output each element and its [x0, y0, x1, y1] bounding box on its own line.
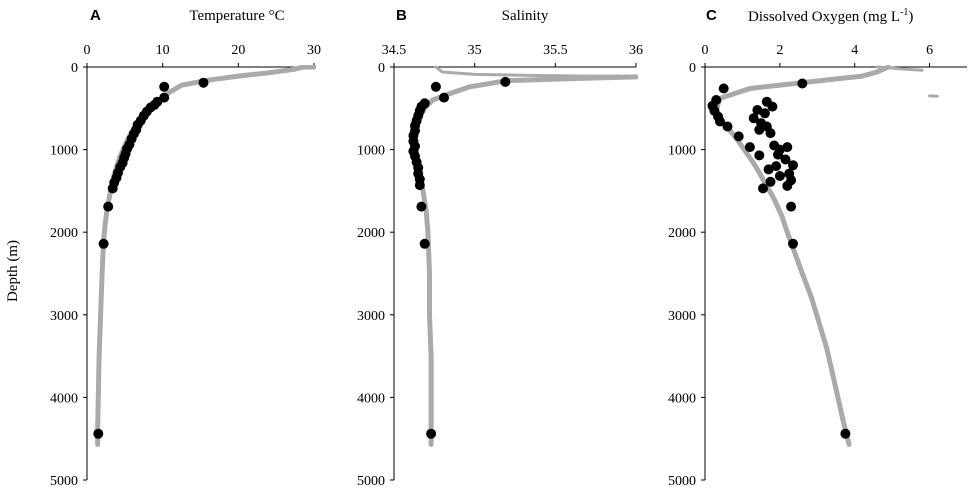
x-tick-label: 34.5	[382, 43, 407, 58]
y-tick-label: 3000	[357, 309, 385, 324]
sample-point-salinity	[439, 92, 449, 103]
sample-point-oxygen	[771, 161, 782, 172]
sample-point-oxygen	[765, 176, 776, 187]
panel-letter-b: B	[396, 7, 407, 24]
plot-area-oxygen	[707, 65, 939, 447]
plot-area-salinity	[408, 65, 638, 447]
x-tick-label: 0	[702, 43, 709, 58]
plot-area-temperature	[93, 65, 316, 447]
sample-point-oxygen	[773, 149, 783, 160]
title-suffix: )	[908, 9, 913, 25]
sample-point-salinity	[416, 201, 427, 212]
y-tick-label: 0	[689, 61, 696, 76]
sample-point-oxygen	[786, 201, 797, 212]
sample-point-temperature	[107, 183, 118, 194]
panel-b-salinity: B Salinity 34.5 35 35.5 36 0 1000 2000 3000 4000…	[357, 7, 643, 489]
y-axis-label-depth: Depth (m)	[5, 240, 21, 302]
sample-point-oxygen	[780, 154, 791, 165]
sample-point-oxygen	[774, 171, 785, 181]
y-tick-label: 3000	[50, 309, 78, 324]
y-tick-label: 5000	[668, 474, 696, 489]
x-tick-label: 6	[926, 43, 933, 58]
sample-point-temperature	[103, 201, 114, 212]
panel-a-temperature: A Temperature °C 0 10 20 30 0 1000 2000 3000 400…	[50, 7, 321, 489]
sample-point-temperature	[198, 77, 209, 88]
sample-point-oxygen	[797, 78, 808, 89]
sample-point-oxygen	[759, 108, 770, 119]
sample-point-oxygen	[782, 142, 793, 153]
sample-point-temperature	[93, 428, 104, 439]
sample-point-oxygen	[744, 142, 755, 153]
sample-point-oxygen	[718, 83, 729, 94]
ctd-surface-scatter-oxygen	[875, 65, 924, 72]
sample-point-oxygen	[752, 105, 763, 115]
y-tick-label: 2000	[357, 226, 385, 241]
sample-point-oxygen	[754, 124, 765, 135]
y-tick-label: 5000	[50, 474, 78, 489]
y-tick-label: 2000	[50, 226, 78, 241]
sample-point-salinity	[419, 238, 430, 249]
x-tick-label: 20	[231, 43, 245, 58]
y-tick-label: 1000	[357, 144, 385, 159]
panel-letter-c: C	[706, 7, 717, 24]
y-tick-label: 1000	[50, 144, 78, 159]
x-tick-label: 36	[629, 43, 643, 58]
sample-point-salinity	[414, 180, 425, 191]
y-tick-label: 3000	[668, 309, 696, 324]
sample-point-oxygen	[733, 131, 744, 142]
y-tick-label: 2000	[668, 226, 696, 241]
ctd-surface-scatter-salinity	[434, 65, 638, 78]
y-tick-label: 0	[71, 61, 78, 76]
panel-letter-a: A	[90, 7, 101, 24]
y-tick-label: 4000	[50, 391, 78, 406]
x-tick-label: 10	[156, 43, 170, 58]
sample-point-oxygen	[788, 238, 798, 249]
x-tick-label: 35.5	[543, 43, 568, 58]
sample-point-salinity	[426, 428, 437, 439]
sample-point-oxygen	[767, 101, 778, 112]
sample-point-oxygen	[782, 180, 793, 191]
title-superscript: -1	[900, 7, 908, 18]
sample-point-oxygen	[788, 160, 798, 171]
x-tick-label: 4	[851, 43, 858, 58]
sample-point-oxygen	[748, 113, 759, 124]
ctd-profile-band-temperature	[95, 65, 316, 447]
sample-point-temperature	[159, 81, 170, 92]
sample-point-oxygen	[765, 128, 776, 139]
panel-title-dissolved-oxygen: Dissolved Oxygen (mg L-1)	[748, 7, 913, 25]
panel-title-temperature: Temperature °C	[189, 8, 284, 24]
sample-point-oxygen	[758, 183, 768, 194]
y-tick-label: 4000	[668, 391, 696, 406]
ctd-profile-band-salinity	[412, 74, 638, 447]
y-tick-label: 0	[378, 61, 385, 76]
y-tick-label: 5000	[357, 474, 385, 489]
x-tick-label: 0	[84, 43, 91, 58]
sample-point-oxygen	[754, 150, 765, 161]
sample-point-temperature	[98, 238, 109, 249]
sample-point-salinity	[500, 76, 511, 87]
x-tick-label: 35	[468, 43, 482, 58]
panel-title-salinity: Salinity	[502, 8, 549, 24]
ctd-profile-band-oxygen	[713, 65, 891, 447]
sample-point-oxygen	[715, 116, 725, 127]
x-tick-label: 30	[307, 43, 321, 58]
y-tick-label: 4000	[357, 391, 385, 406]
title-main-text: Dissolved Oxygen (mg L	[748, 9, 900, 25]
panel-c-dissolved-oxygen: C Dissolved Oxygen (mg L-1) 0 2 4 6 0 1000 200…	[668, 7, 967, 489]
y-tick-label: 1000	[668, 144, 696, 159]
sample-point-oxygen	[840, 428, 851, 439]
sample-point-oxygen	[722, 121, 733, 132]
sample-point-salinity	[430, 81, 441, 92]
x-tick-label: 2	[776, 43, 783, 58]
sample-point-oxygen	[763, 164, 774, 175]
